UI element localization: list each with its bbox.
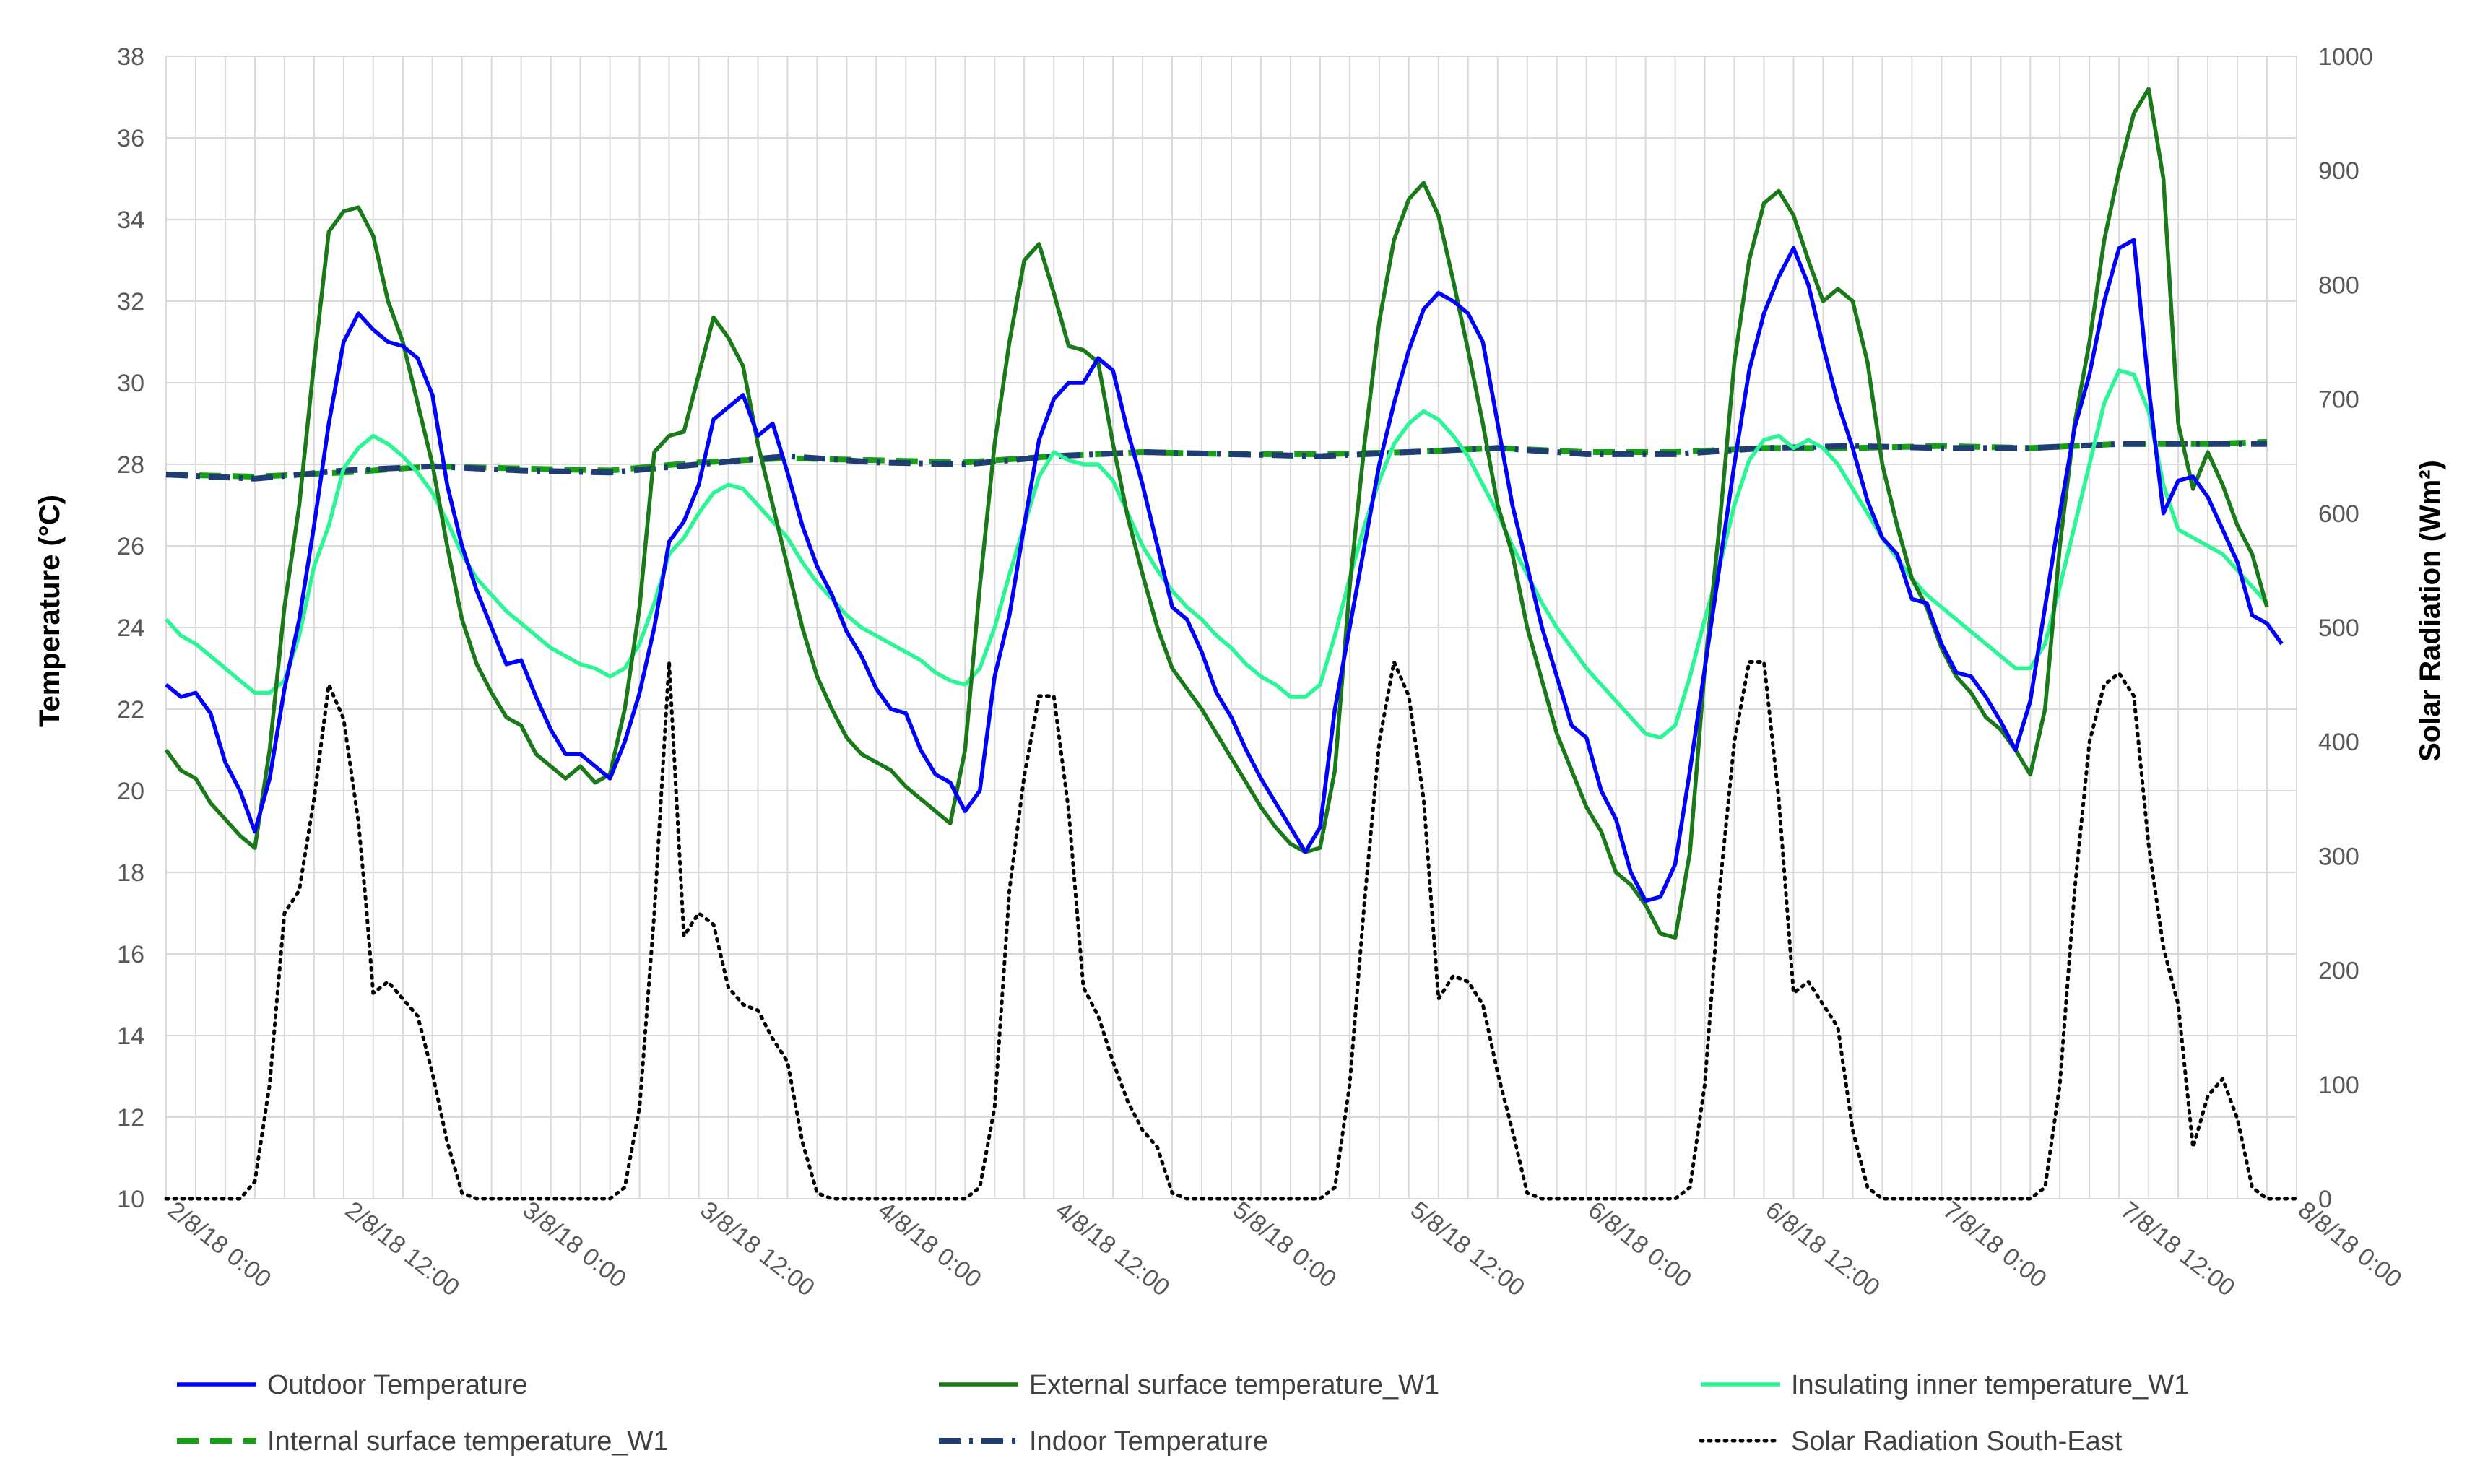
y-tick-label: 28 xyxy=(117,451,144,479)
y-tick-label: 38 xyxy=(117,43,144,71)
y2-tick-label: 900 xyxy=(2318,157,2359,185)
y-axis-right: 0 100 200 300 400 500 600 700 800 900 1000 xyxy=(2318,43,2373,1213)
y2-tick-label: 800 xyxy=(2318,272,2359,299)
series-line xyxy=(164,368,2269,740)
y-axis-title: Temperature (°C) xyxy=(34,495,66,727)
y-tick-label: 32 xyxy=(117,288,144,316)
y-tick-label: 36 xyxy=(117,125,144,152)
x-tick-label: 2/8/18 0:00 xyxy=(162,1196,276,1293)
y-tick-label: 18 xyxy=(117,859,144,887)
x-tick-label: 3/8/18 0:00 xyxy=(518,1196,631,1293)
y-tick-label: 16 xyxy=(117,941,144,968)
y-tick-label: 24 xyxy=(117,615,144,642)
x-tick-label: 7/8/18 12:00 xyxy=(2115,1196,2240,1301)
legend: Outdoor Temperature External surface temp… xyxy=(177,1370,2189,1457)
y2-tick-label: 200 xyxy=(2318,958,2359,985)
y2-axis-title: Solar Radiation (Wm²) xyxy=(2414,460,2446,762)
y-tick-label: 10 xyxy=(117,1186,144,1213)
legend-label: Internal surface temperature_W1 xyxy=(267,1426,669,1457)
grid xyxy=(165,56,2297,1199)
series-line xyxy=(164,660,2299,1201)
x-tick-label: 8/8/18 0:00 xyxy=(2293,1196,2406,1293)
x-tick-label: 4/8/18 0:00 xyxy=(872,1196,986,1293)
series-line xyxy=(164,87,2269,940)
y2-tick-label: 400 xyxy=(2318,729,2359,756)
y-tick-label: 30 xyxy=(117,370,144,397)
legend-label: Solar Radiation South-East xyxy=(1791,1426,2123,1457)
y2-tick-label: 1000 xyxy=(2318,43,2373,71)
y2-tick-label: 500 xyxy=(2318,615,2359,642)
y-tick-label: 22 xyxy=(117,696,144,724)
y-tick-label: 20 xyxy=(117,778,144,805)
x-tick-label: 5/8/18 0:00 xyxy=(1228,1196,1341,1293)
x-tick-label: 7/8/18 0:00 xyxy=(1938,1196,2051,1293)
x-tick-label: 2/8/18 12:00 xyxy=(340,1196,464,1301)
x-tick-label: 6/8/18 12:00 xyxy=(1761,1196,1885,1301)
y2-tick-label: 0 xyxy=(2318,1186,2332,1213)
x-tick-label: 3/8/18 12:00 xyxy=(695,1196,820,1301)
plot-area xyxy=(164,87,2299,1201)
x-tick-label: 5/8/18 12:00 xyxy=(1405,1196,1530,1301)
y-tick-label: 12 xyxy=(117,1104,144,1132)
y2-tick-label: 700 xyxy=(2318,386,2359,414)
legend-item: Solar Radiation South-East xyxy=(1699,1426,2123,1457)
legend-label: Insulating inner temperature_W1 xyxy=(1791,1370,2189,1400)
legend-label: External surface temperature_W1 xyxy=(1029,1370,1439,1400)
legend-item: Outdoor Temperature xyxy=(177,1370,528,1400)
legend-label: Indoor Temperature xyxy=(1029,1426,1268,1457)
y2-tick-label: 100 xyxy=(2318,1072,2359,1099)
y2-tick-label: 300 xyxy=(2318,843,2359,870)
y-tick-label: 34 xyxy=(117,207,144,234)
y-axis-left: 10 12 14 16 18 20 22 24 26 28 30 32 34 36 38 xyxy=(117,43,144,1213)
legend-label: Outdoor Temperature xyxy=(267,1370,528,1400)
series-line xyxy=(165,238,2284,903)
x-tick-label: 4/8/18 12:00 xyxy=(1050,1196,1174,1301)
legend-item: Indoor Temperature xyxy=(939,1426,1268,1457)
y2-tick-label: 600 xyxy=(2318,500,2359,528)
legend-item: External surface temperature_W1 xyxy=(939,1370,1439,1400)
y-tick-label: 26 xyxy=(117,533,144,560)
x-axis: 2/8/18 0:00 2/8/18 12:00 3/8/18 0:00 3/8/18… xyxy=(162,1196,2406,1301)
y-tick-label: 14 xyxy=(117,1023,144,1050)
x-tick-label: 6/8/18 0:00 xyxy=(1583,1196,1696,1293)
series-line xyxy=(165,441,2267,482)
legend-item: Internal surface temperature_W1 xyxy=(177,1426,669,1457)
legend-item: Insulating inner temperature_W1 xyxy=(1701,1370,2189,1400)
